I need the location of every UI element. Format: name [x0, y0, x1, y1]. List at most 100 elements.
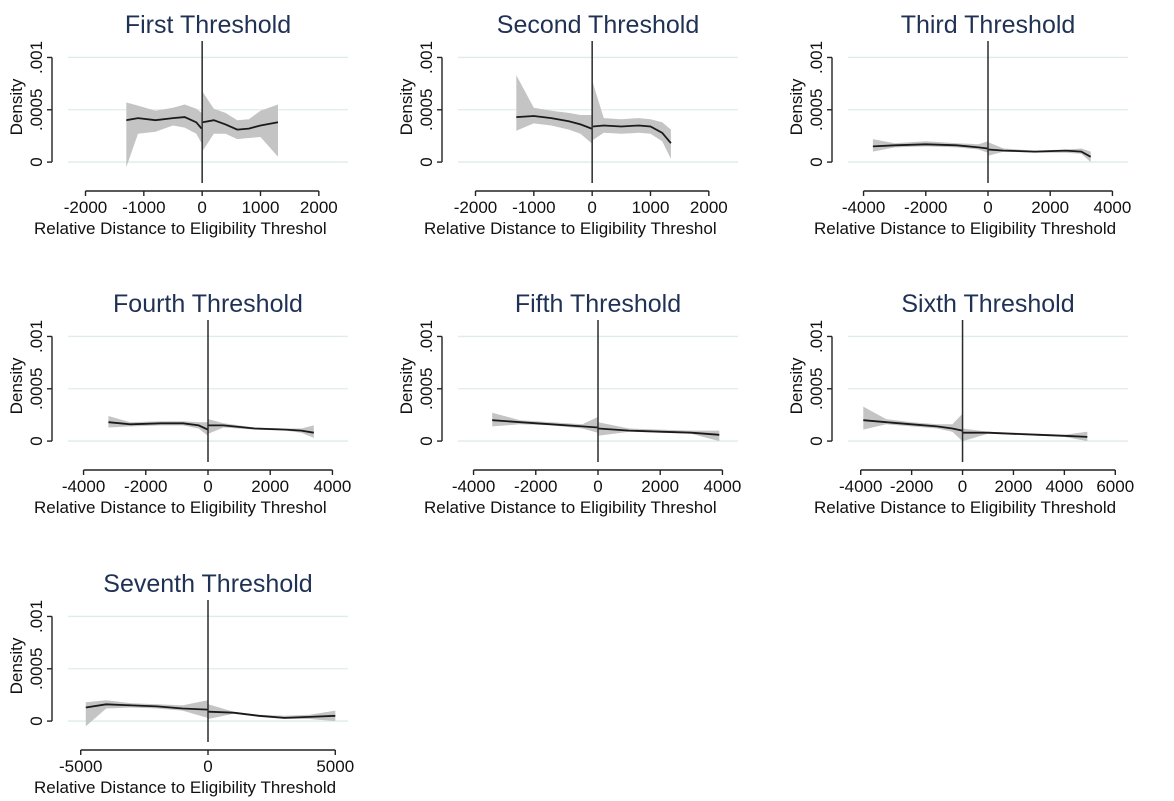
y-axis-label: Density	[787, 78, 806, 135]
x-tick-label: 0	[587, 198, 596, 217]
x-axis-label: Relative Distance to Eligibility Thresho…	[424, 219, 717, 238]
y-tick-label: .0005	[417, 88, 436, 131]
confidence-band	[516, 75, 592, 144]
x-tick-label: -4000	[842, 198, 885, 217]
chart-title: Fourth Threshold	[113, 290, 303, 318]
x-tick-label: -2000	[904, 198, 947, 217]
x-tick-label: 5000	[316, 757, 354, 776]
x-tick-label: -2000	[124, 477, 167, 496]
chart-title: Sixth Threshold	[901, 290, 1074, 318]
x-tick-label: -2000	[514, 477, 557, 496]
y-axis-label: Density	[787, 357, 806, 414]
density-line	[516, 115, 592, 130]
density-line	[492, 419, 598, 429]
confidence-band	[592, 82, 671, 159]
confidence-band	[202, 92, 278, 157]
y-tick-label: 0	[807, 157, 826, 166]
confidence-band	[126, 102, 202, 168]
density-line	[202, 119, 279, 131]
density-line	[208, 424, 314, 434]
x-tick-label: -5000	[59, 757, 102, 776]
y-tick-label: .0005	[807, 367, 826, 410]
x-tick-label: 0	[983, 198, 992, 217]
x-tick-label: -1000	[122, 198, 165, 217]
y-tick-label: .0005	[27, 647, 46, 690]
density-line	[863, 419, 963, 432]
x-tick-label: 0	[203, 477, 212, 496]
x-axis-label: Relative Distance to Eligibility Thresho…	[814, 219, 1116, 238]
x-axis-label: Relative Distance to Eligibility Thresho…	[34, 219, 327, 238]
x-axis-label: Relative Distance to Eligibility Thresho…	[424, 498, 717, 517]
y-tick-label: .001	[417, 41, 436, 74]
y-tick-label: .001	[807, 320, 826, 353]
y-axis-label: Density	[7, 78, 26, 135]
x-tick-label: 1000	[242, 198, 280, 217]
y-axis-label: Density	[7, 357, 26, 414]
y-axis-label: Density	[397, 78, 416, 135]
chart-title: Second Threshold	[497, 11, 699, 39]
chart-panel-5: Fifth Threshold 0 .0005 .001 -4000 -2000 0 2000…	[397, 290, 741, 517]
y-axis-label: Density	[397, 357, 416, 414]
y-tick-label: .0005	[27, 88, 46, 131]
density-line	[85, 703, 208, 711]
x-tick-label: 0	[203, 757, 212, 776]
density-line	[598, 427, 720, 436]
chart-panel-6: Sixth Threshold 0 .0005 .001 -4000 -2000 0 2000…	[787, 290, 1134, 517]
y-tick-label: 0	[417, 157, 436, 166]
x-tick-label: 2000	[1031, 198, 1069, 217]
x-axis-label: Relative Distance to Eligibility Thresho…	[814, 498, 1116, 517]
density-line	[126, 116, 203, 130]
chart-title: Third Threshold	[901, 11, 1076, 39]
y-tick-label: .0005	[807, 88, 826, 131]
density-line	[208, 710, 336, 719]
density-line	[962, 431, 1088, 438]
y-tick-label: 0	[417, 436, 436, 445]
x-tick-label: 2000	[995, 477, 1033, 496]
x-tick-label: 4000	[1094, 198, 1132, 217]
y-tick-label: 0	[27, 157, 46, 166]
x-tick-label: -2000	[890, 477, 933, 496]
chart-panel-7: Seventh Threshold 0 .0005 .001 -5000 0 5000 Den…	[7, 570, 354, 797]
y-tick-label: .0005	[27, 367, 46, 410]
x-tick-label: -1000	[512, 198, 555, 217]
x-tick-label: 2000	[300, 198, 338, 217]
confidence-band	[85, 700, 208, 727]
y-tick-label: 0	[27, 436, 46, 445]
y-tick-label: .0005	[417, 367, 436, 410]
x-tick-label: 0	[958, 477, 967, 496]
x-tick-label: -4000	[62, 477, 105, 496]
y-tick-label: .001	[27, 41, 46, 74]
x-tick-label: 2000	[641, 477, 679, 496]
x-tick-label: -4000	[452, 477, 495, 496]
density-line	[872, 143, 988, 150]
chart-title: First Threshold	[125, 11, 291, 39]
x-tick-label: 4000	[704, 477, 742, 496]
y-tick-label: 0	[807, 436, 826, 445]
x-tick-label: 6000	[1096, 477, 1134, 496]
x-tick-label: 2000	[690, 198, 728, 217]
density-line	[108, 421, 209, 431]
confidence-band	[872, 139, 988, 153]
density-line	[988, 148, 1092, 158]
confidence-band	[492, 412, 598, 433]
x-axis-label: Relative Distance to Eligibility Thresho…	[34, 778, 336, 797]
y-tick-label: .001	[417, 320, 436, 353]
y-tick-label: 0	[27, 716, 46, 725]
x-tick-label: 1000	[632, 198, 670, 217]
chart-title: Seventh Threshold	[103, 570, 312, 598]
y-axis-label: Density	[7, 637, 26, 694]
x-tick-label: -2000	[64, 198, 107, 217]
x-tick-label: 0	[197, 198, 206, 217]
x-axis-label: Relative Distance to Eligibility Thresho…	[34, 498, 327, 517]
confidence-band	[108, 416, 208, 436]
x-tick-label: -2000	[454, 198, 497, 217]
x-tick-label: -4000	[839, 477, 882, 496]
chart-panel-2: Second Threshold 0 .0005 .001 -2000 -1000 0 100…	[397, 11, 738, 238]
y-tick-label: .001	[27, 320, 46, 353]
x-tick-label: 4000	[1045, 477, 1083, 496]
chart-panel-4: Fourth Threshold 0 .0005 .001 -4000 -2000 0 200…	[7, 290, 351, 517]
x-tick-label: 2000	[251, 477, 289, 496]
density-line	[592, 124, 672, 144]
y-tick-label: .001	[807, 41, 826, 74]
